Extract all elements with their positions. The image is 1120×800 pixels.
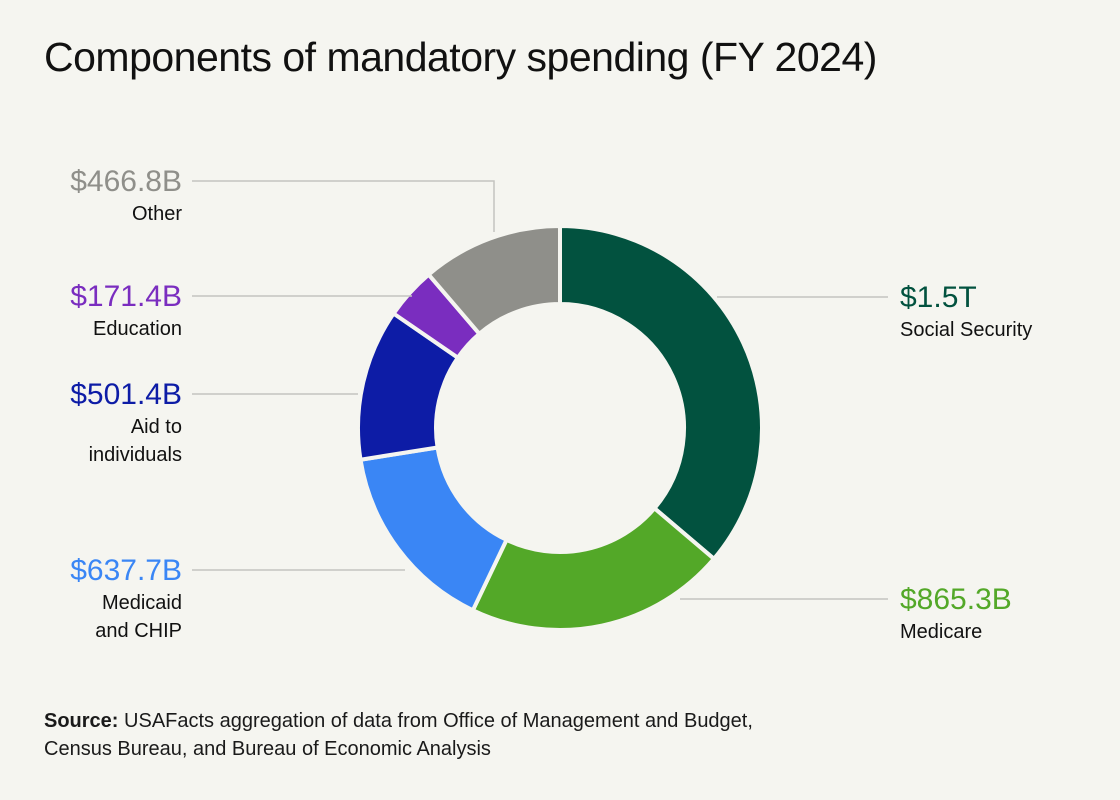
leader-lines-group xyxy=(192,180,888,600)
slice-medicaid-and-chip xyxy=(358,445,510,613)
leader-line xyxy=(192,180,495,232)
slice-category-label: Aid to xyxy=(131,416,182,438)
slice-value-label: $501.4B xyxy=(70,378,182,411)
slice-labels-group: $1.5T Social Security $865.3B Medicare $637.… xyxy=(70,165,1032,643)
slice-value-label: $466.8B xyxy=(70,165,182,198)
slice-value-label: $865.3B xyxy=(900,583,1012,616)
source-text-line2: Census Bureau, and Bureau of Economic An… xyxy=(44,738,491,760)
source-note: Source: USAFacts aggregation of data fro… xyxy=(44,707,753,763)
slice-category-label: Medicaid xyxy=(102,592,182,614)
slice-category-label: Medicare xyxy=(900,621,982,643)
slice-other xyxy=(425,223,562,337)
source-label: Source: xyxy=(44,710,119,732)
source-text-line1: USAFacts aggregation of data from Office… xyxy=(124,710,753,732)
slice-category-label: Other xyxy=(132,203,182,225)
slice-category-label: individuals xyxy=(89,444,182,466)
slice-value-label: $1.5T xyxy=(900,281,977,314)
slice-category-label: Education xyxy=(93,318,182,340)
slice-category-label: Social Security xyxy=(900,319,1032,341)
slice-category-label: and CHIP xyxy=(95,620,182,642)
slice-social-security xyxy=(558,223,764,562)
slice-value-label: $171.4B xyxy=(70,280,182,313)
slice-medicare xyxy=(470,505,717,632)
slices-group xyxy=(356,223,764,632)
chart-title: Components of mandatory spending (FY 202… xyxy=(44,34,877,80)
slice-value-label: $637.7B xyxy=(70,554,182,587)
